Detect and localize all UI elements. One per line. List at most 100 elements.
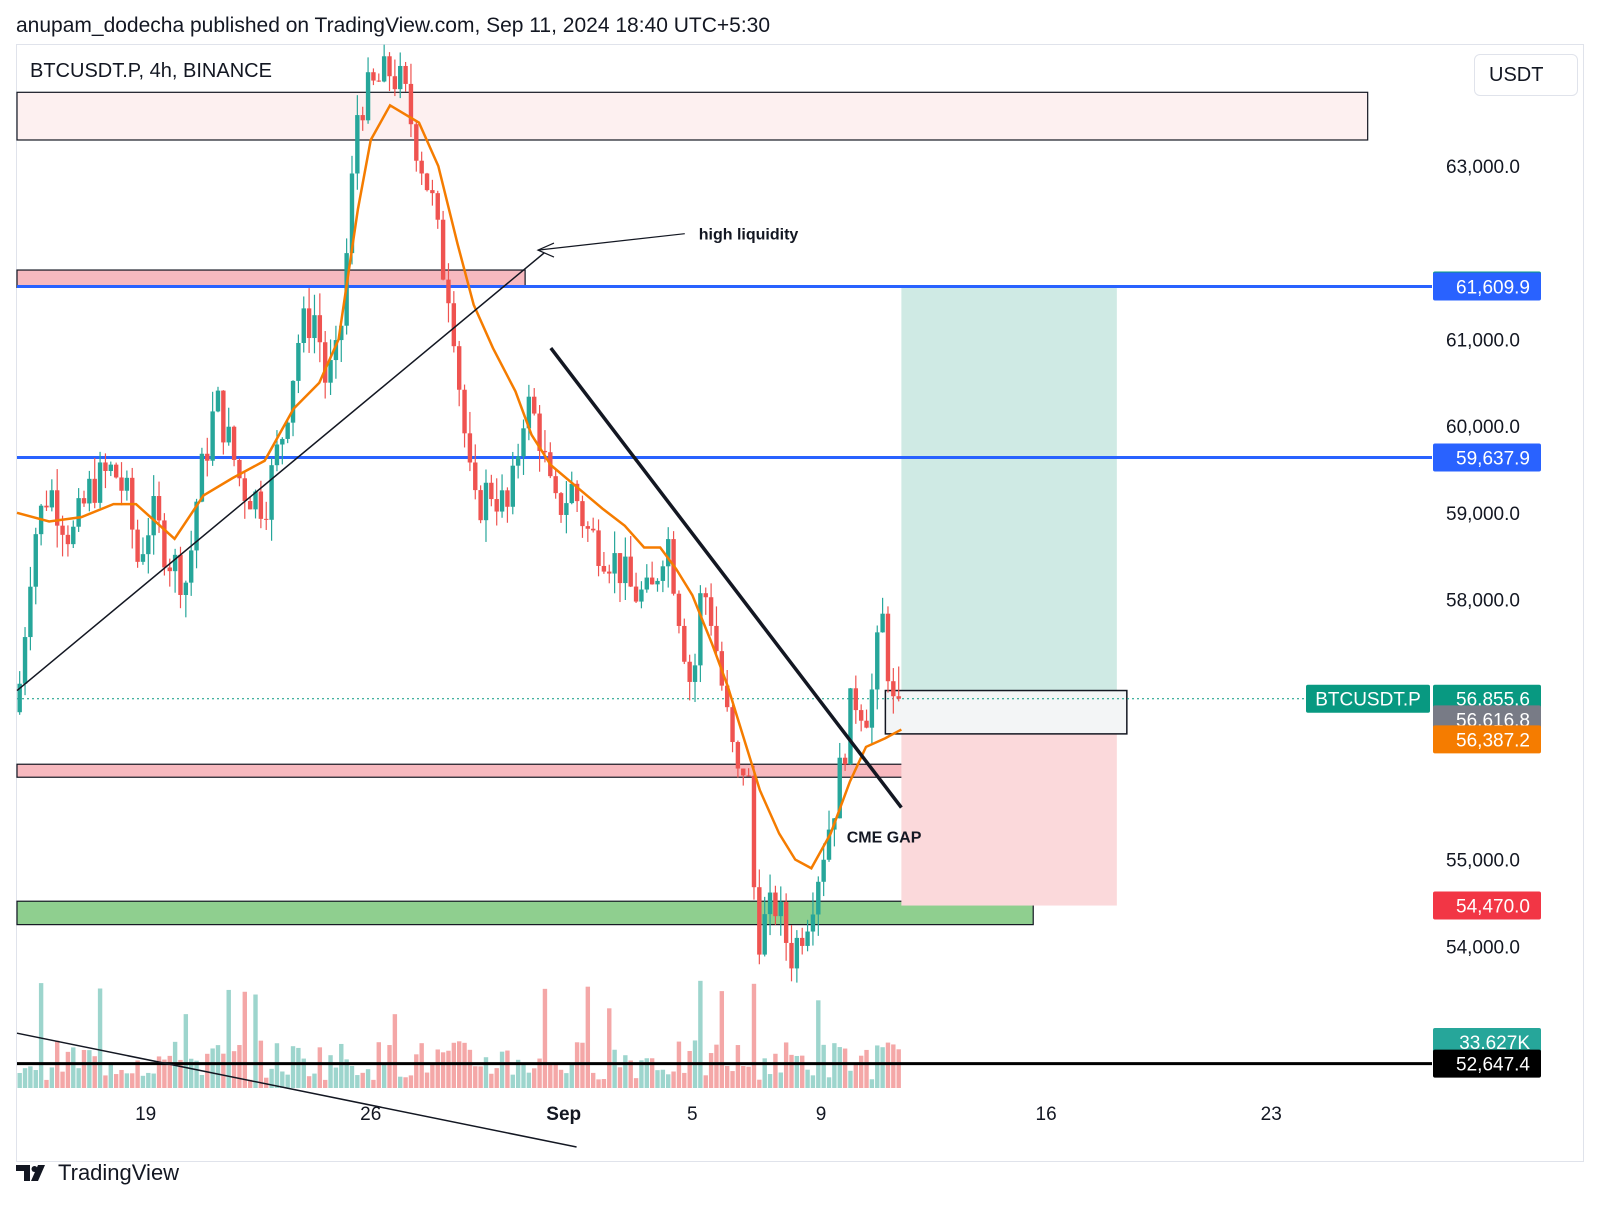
candle-body[interactable] [800, 937, 805, 946]
candle-body[interactable] [692, 665, 698, 682]
candle-body[interactable] [499, 490, 505, 512]
candle-body[interactable] [751, 775, 757, 888]
candle-body[interactable] [430, 190, 435, 194]
candle-body[interactable] [880, 613, 885, 633]
candle-body[interactable] [649, 577, 655, 585]
candle-body[interactable] [414, 124, 419, 161]
candle-body[interactable] [290, 380, 296, 423]
candle-body[interactable] [607, 571, 612, 574]
candle-body[interactable] [49, 490, 55, 508]
volume-trendline[interactable] [16, 1032, 577, 1148]
candle-body[interactable] [76, 498, 81, 527]
candle-body[interactable] [826, 829, 832, 860]
candle-body[interactable] [328, 360, 333, 383]
candle-body[interactable] [194, 501, 199, 551]
candle-body[interactable] [842, 757, 848, 765]
candle-body[interactable] [28, 586, 33, 638]
candle-body[interactable] [178, 554, 183, 595]
candle-body[interactable] [387, 56, 392, 77]
candle-body[interactable] [456, 346, 462, 390]
candle-body[interactable] [242, 478, 247, 502]
candle-body[interactable] [730, 707, 735, 743]
candle-body[interactable] [312, 315, 317, 339]
candle-body[interactable] [419, 160, 424, 174]
candle-body[interactable] [858, 710, 864, 721]
candle-body[interactable] [264, 518, 269, 520]
falling-trendline[interactable] [549, 347, 903, 809]
candle-body[interactable] [875, 632, 880, 690]
candle-body[interactable] [794, 937, 800, 969]
candle-body[interactable] [408, 83, 414, 125]
candle-body[interactable] [714, 625, 719, 652]
candle-body[interactable] [65, 534, 71, 545]
candle-body[interactable] [124, 477, 130, 491]
candle-body[interactable] [473, 462, 478, 491]
candle-body[interactable] [467, 433, 473, 463]
candle-body[interactable] [451, 303, 457, 347]
candle-body[interactable] [392, 76, 398, 90]
candle-body[interactable] [333, 340, 339, 361]
candle-body[interactable] [237, 459, 242, 479]
candle-body[interactable] [360, 115, 365, 121]
candle-body[interactable] [494, 499, 499, 512]
candle-body[interactable] [87, 478, 92, 504]
candle-body[interactable] [258, 491, 264, 519]
candle-body[interactable] [596, 530, 601, 566]
candle-body[interactable] [666, 539, 671, 567]
candle-body[interactable] [183, 582, 189, 595]
currency-button[interactable]: USDT [1474, 54, 1578, 96]
candle-body[interactable] [676, 593, 682, 626]
candle-body[interactable] [837, 757, 842, 819]
candle-body[interactable] [553, 476, 558, 494]
candle-body[interactable] [167, 567, 172, 572]
candle-body[interactable] [280, 438, 285, 445]
candle-body[interactable] [478, 490, 483, 521]
candle-body[interactable] [558, 493, 564, 515]
candle-body[interactable] [896, 696, 901, 699]
candle-body[interactable] [210, 411, 215, 461]
footer-brand[interactable]: TradingView [16, 1160, 179, 1186]
candle-body[interactable] [285, 422, 290, 439]
candle-body[interactable] [687, 661, 692, 682]
candle-body[interactable] [623, 556, 628, 584]
candle-body[interactable] [510, 465, 515, 507]
candle-body[interactable] [644, 577, 649, 590]
candle-body[interactable] [81, 498, 87, 504]
candle-body[interactable] [821, 859, 826, 882]
candle-body[interactable] [247, 501, 253, 510]
candle-body[interactable] [371, 72, 376, 81]
candle-body[interactable] [564, 503, 569, 515]
candle-body[interactable] [424, 173, 430, 191]
candle-body[interactable] [612, 553, 617, 574]
candle-body[interactable] [885, 613, 891, 682]
candle-body[interactable] [33, 534, 38, 587]
candle-body[interactable] [398, 65, 403, 90]
candle-body[interactable] [532, 396, 537, 414]
candle-body[interactable] [403, 65, 408, 84]
candle-body[interactable] [296, 342, 301, 381]
candle-body[interactable] [505, 490, 510, 507]
candle-body[interactable] [301, 308, 306, 343]
candle-body[interactable] [146, 535, 151, 555]
candle-body[interactable] [735, 742, 741, 769]
candle-body[interactable] [221, 390, 226, 443]
candle-body[interactable] [54, 490, 60, 526]
candle-body[interactable] [274, 444, 280, 466]
candle-body[interactable] [757, 887, 762, 955]
candle-body[interactable] [349, 173, 355, 254]
candle-body[interactable] [135, 529, 140, 562]
candle-body[interactable] [542, 450, 548, 453]
candle-body[interactable] [869, 689, 875, 728]
candle-body[interactable] [805, 931, 810, 946]
candle-body[interactable] [778, 901, 783, 917]
candle-body[interactable] [617, 553, 623, 584]
candle-body[interactable] [891, 681, 896, 697]
candle-body[interactable] [355, 115, 360, 174]
candle-body[interactable] [113, 464, 119, 478]
candle-body[interactable] [741, 768, 746, 776]
candle-body[interactable] [601, 565, 607, 572]
candle-body[interactable] [156, 496, 162, 521]
candle-body[interactable] [489, 482, 494, 500]
candle-body[interactable] [440, 219, 446, 280]
candle-body[interactable] [103, 462, 108, 472]
